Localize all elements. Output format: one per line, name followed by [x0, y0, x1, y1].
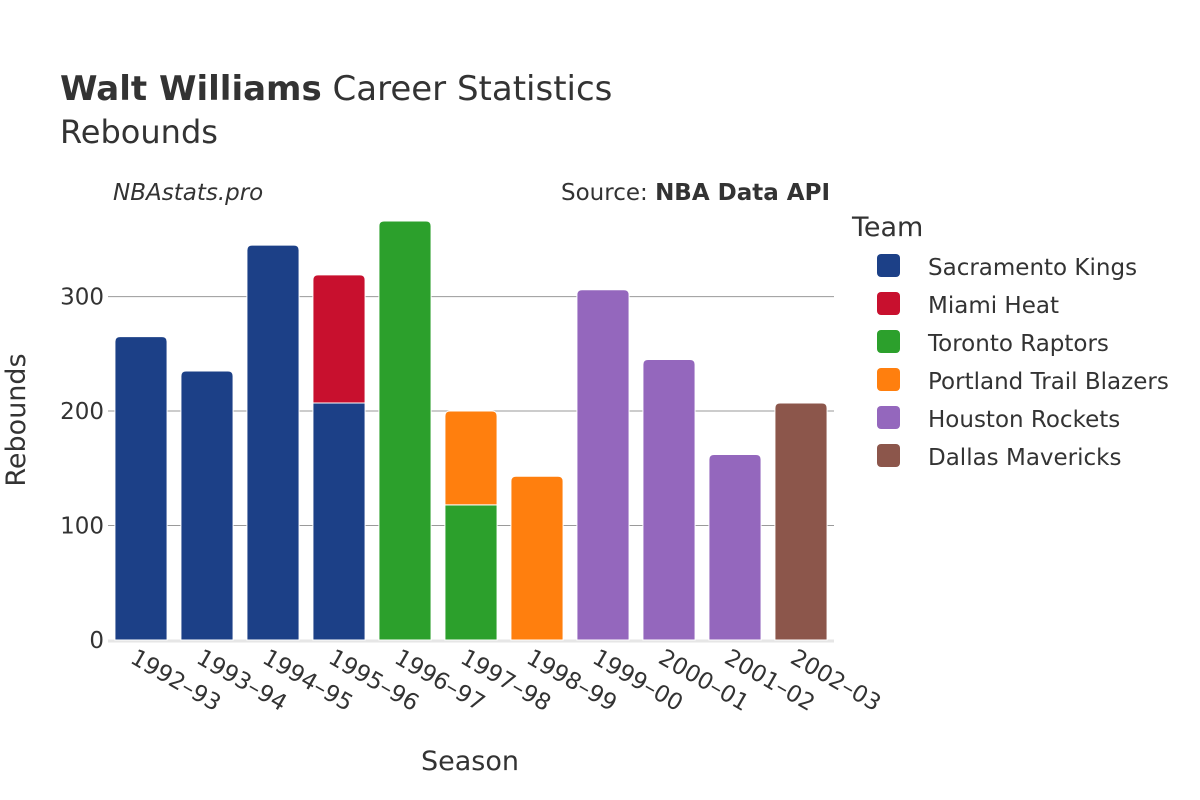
legend-swatch: [877, 368, 900, 391]
bar-2001–02-houston-rockets[interactable]: [708, 454, 762, 641]
chart-subtitle: Rebounds: [60, 113, 218, 151]
legend-item-label: Toronto Raptors: [927, 331, 1109, 357]
source-prefix: Source:: [561, 180, 655, 206]
legend-swatch: [877, 330, 900, 353]
bar-1996–97-toronto-raptors[interactable]: [378, 220, 432, 641]
y-tick-label: 100: [60, 514, 104, 540]
chart-title: Walt Williams Career Statistics: [60, 69, 612, 109]
bar-1997–98-toronto-raptors[interactable]: [444, 504, 498, 641]
brand-label: NBAstats.pro: [113, 180, 263, 206]
source-name: NBA Data API: [655, 180, 830, 206]
legend-swatch: [877, 406, 900, 429]
bar-1998–99-portland-trail-blazers[interactable]: [510, 475, 564, 641]
bar-1995–96-miami-heat[interactable]: [312, 274, 366, 404]
chart-title-rest: Career Statistics: [322, 69, 613, 109]
bar-1994–95-sacramento-kings[interactable]: [246, 244, 300, 641]
legend-item-label: Portland Trail Blazers: [928, 369, 1169, 395]
bar-1992–93-sacramento-kings[interactable]: [114, 336, 168, 641]
legend-item-label: Houston Rockets: [928, 407, 1120, 433]
source-label: Source: NBA Data API: [561, 180, 830, 206]
legend: Team Sacramento Kings Miami Heat Toronto R…: [851, 212, 1169, 471]
y-tick-label: 300: [60, 285, 104, 311]
bar-1997–98-portland-trail-blazers[interactable]: [444, 410, 498, 506]
legend-title: Team: [851, 212, 923, 243]
legend-swatch: [877, 254, 900, 277]
legend-item-label: Dallas Mavericks: [928, 445, 1121, 471]
legend-swatch: [877, 444, 900, 467]
bar-1993–94-sacramento-kings[interactable]: [180, 370, 234, 641]
y-ticks: 0 100 200 300: [60, 285, 104, 654]
bar-1999–00-houston-rockets[interactable]: [576, 289, 630, 641]
x-ticks: 1992–931993–941994–951995–961996–971997–…: [126, 645, 885, 717]
bars: [114, 220, 828, 641]
legend-swatch: [877, 292, 900, 315]
x-axis-title: Season: [421, 746, 519, 777]
y-axis-title: Rebounds: [1, 353, 32, 486]
bar-2000–01-houston-rockets[interactable]: [642, 359, 696, 641]
legend-item-label: Miami Heat: [928, 293, 1059, 319]
y-tick-label: 200: [60, 399, 104, 425]
bar-2002–03-dallas-mavericks[interactable]: [774, 402, 828, 641]
bar-1995–96-sacramento-kings[interactable]: [312, 402, 366, 641]
y-tick-label: 0: [89, 628, 104, 654]
legend-item-label: Sacramento Kings: [928, 255, 1137, 281]
chart-title-player: Walt Williams: [60, 69, 322, 109]
